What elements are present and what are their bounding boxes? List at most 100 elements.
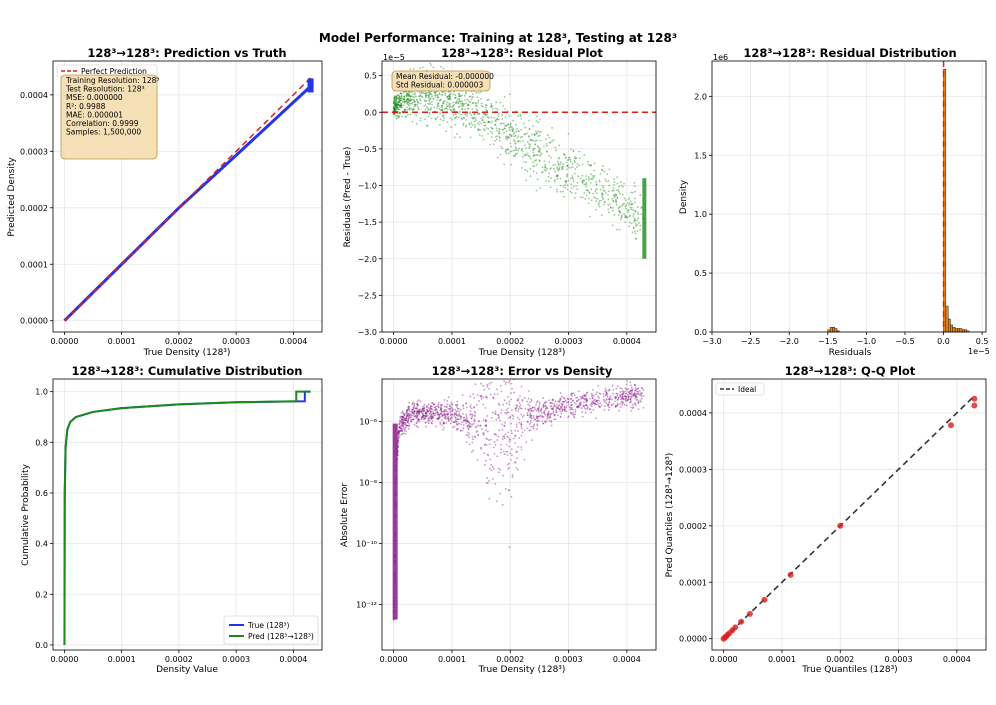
residual-point [406, 106, 408, 109]
residual-point [598, 181, 601, 183]
error-point [526, 421, 529, 423]
residual-point [534, 143, 536, 146]
error-point [437, 413, 440, 416]
residual-point [484, 124, 487, 127]
error-point [449, 413, 452, 416]
residual-point [478, 112, 481, 115]
error-point [570, 397, 573, 400]
error-point [531, 410, 534, 413]
residual-point [399, 105, 401, 108]
error-point [398, 430, 401, 432]
error-point [411, 408, 413, 411]
residual-point [562, 167, 564, 170]
residual-point [601, 168, 603, 171]
y-tick-label: 0.0002 [679, 522, 707, 531]
error-point [635, 393, 638, 395]
residual-point [424, 58, 426, 60]
error-point [508, 440, 511, 443]
residual-point [399, 98, 401, 101]
residual-point [426, 124, 429, 127]
residual-point [414, 103, 417, 106]
error-point [639, 399, 642, 402]
error-point [402, 425, 404, 428]
error-point [520, 407, 523, 410]
residual-point [625, 215, 627, 218]
residual-point [418, 95, 421, 97]
residual-point [406, 98, 409, 101]
error-point [476, 459, 479, 462]
residual-point [433, 106, 436, 109]
residual-point [397, 94, 400, 97]
error-point [408, 414, 411, 417]
error-point [477, 424, 480, 427]
residual-point [526, 170, 529, 173]
error-point [430, 405, 432, 408]
error-point [404, 419, 407, 422]
error-point [431, 415, 433, 418]
error-point [570, 406, 573, 409]
error-point [399, 415, 402, 418]
residual-point [403, 100, 406, 102]
error-point [425, 415, 428, 418]
error-point [480, 447, 482, 450]
error-point [459, 415, 461, 417]
error-point [401, 422, 404, 424]
x-tick-label: −1.5 [818, 337, 837, 346]
error-point [634, 384, 637, 387]
residual-point [509, 150, 512, 153]
error-point [497, 435, 500, 438]
error-point [583, 401, 585, 404]
residual-point [421, 95, 423, 98]
residual-point [566, 165, 569, 168]
error-point [625, 404, 628, 407]
error-point [437, 403, 440, 406]
y-tick-label: −0.5 [358, 145, 377, 154]
error-point [518, 421, 521, 424]
error-point [403, 417, 406, 420]
residual-point [614, 199, 617, 202]
residual-point [473, 116, 476, 119]
residual-point [454, 101, 457, 104]
error-point [528, 390, 530, 392]
error-point [531, 406, 534, 409]
error-point [445, 417, 448, 420]
residual-point [601, 169, 603, 172]
error-point [636, 387, 639, 390]
error-point [608, 388, 611, 391]
residual-point [498, 128, 501, 130]
residual-point [538, 148, 541, 151]
error-point [627, 396, 629, 399]
error-point [495, 418, 498, 421]
y-tick-label: 1.0 [694, 210, 707, 219]
error-point [397, 439, 400, 442]
residual-point [564, 186, 567, 189]
error-point [416, 411, 418, 413]
y-tick-label: 0.5 [364, 72, 377, 81]
error-point [495, 433, 498, 436]
residual-point [505, 137, 507, 140]
residual-point [623, 182, 625, 185]
residual-point [408, 107, 411, 109]
error-point [442, 421, 445, 424]
histogram-bar [959, 328, 963, 333]
residual-point [398, 111, 401, 114]
error-point [423, 406, 426, 409]
residual-point [566, 173, 569, 176]
residual-point [393, 100, 396, 103]
residual-point [625, 207, 628, 210]
error-point [470, 407, 473, 410]
residual-point [454, 123, 457, 126]
error-point [466, 420, 469, 423]
histogram-bar [947, 318, 951, 333]
error-point [575, 396, 577, 399]
residual-point [397, 106, 399, 109]
error-point [540, 412, 543, 414]
y-tick-label: 1.5 [694, 151, 707, 160]
residual-point [522, 161, 525, 163]
error-point [406, 412, 408, 415]
residual-point [609, 203, 611, 205]
error-point [456, 427, 459, 430]
error-point [529, 421, 532, 424]
residual-point [618, 185, 621, 188]
error-point [563, 409, 566, 412]
